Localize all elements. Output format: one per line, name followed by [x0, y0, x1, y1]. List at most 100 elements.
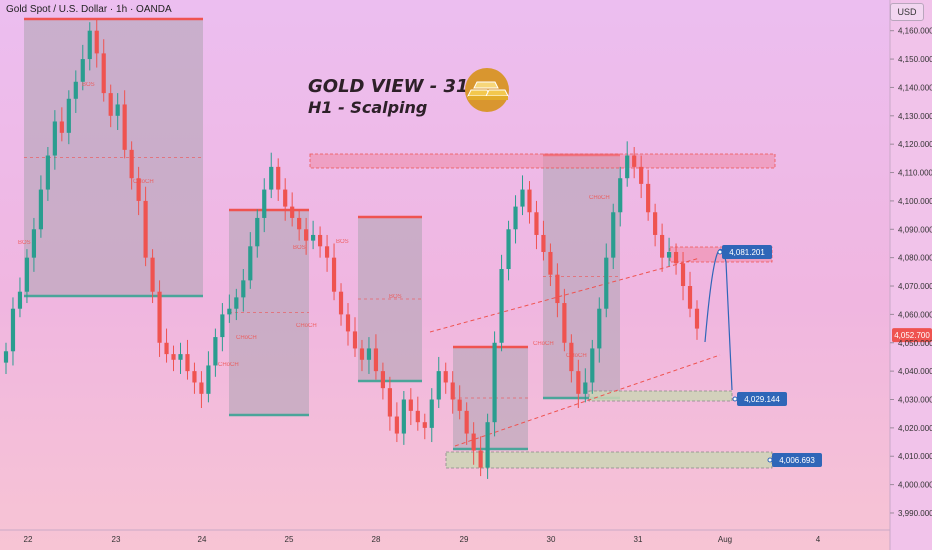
price-label-text: 4,006.693 [779, 456, 815, 465]
candle-body [464, 410, 469, 434]
symbol-title: Gold Spot / U.S. Dollar · 1h · OANDA [6, 4, 172, 15]
candle-body [352, 331, 358, 349]
y-tick-label: 4,130.000 [898, 112, 932, 121]
candle-body [520, 189, 525, 207]
support-zone [588, 390, 733, 402]
y-tick-label: 4,020.000 [898, 424, 932, 433]
x-tick-label: 29 [460, 535, 469, 544]
candle-body [87, 30, 92, 60]
candle-body [687, 286, 693, 309]
candle-body [3, 351, 9, 363]
candle-body [394, 416, 399, 434]
candle-body [220, 314, 225, 338]
candle-body [576, 371, 581, 394]
structure-label: CHoCH [296, 323, 317, 329]
candle-body [639, 166, 644, 184]
currency-unit-button[interactable]: USD [890, 3, 924, 21]
candle-body [534, 212, 539, 235]
candle-body [653, 212, 658, 235]
structure-label: CHoCH [236, 335, 257, 341]
candle-body [38, 189, 43, 230]
title-line-2: H1 - Scalping [308, 98, 428, 117]
x-tick-label: 28 [372, 535, 381, 544]
structure-label: BOS [82, 82, 95, 88]
candle-body [666, 251, 672, 258]
resistance-zone [309, 153, 776, 169]
candle-body [45, 155, 50, 190]
analysis-title: GOLD VIEW - 31/07 H1 - Scalping [308, 76, 500, 118]
price-label-marker [767, 457, 773, 463]
candle-body [590, 348, 595, 383]
gold-bars-icon [465, 68, 509, 112]
candle-body [199, 382, 204, 394]
candle-body [66, 98, 71, 133]
candle-body [94, 30, 99, 54]
candle-body [694, 308, 700, 329]
candle-body [492, 342, 497, 423]
structure-label: BOS [293, 245, 306, 251]
price-label-box [722, 245, 772, 259]
current-price-tag [892, 328, 932, 343]
trendline-upper [429, 257, 701, 333]
candle-body [317, 234, 323, 247]
candle-body [436, 371, 441, 400]
candle-body [241, 280, 246, 298]
candle-body [136, 178, 141, 201]
candle-body [269, 166, 274, 190]
candle-body [338, 291, 344, 315]
candle-body [234, 297, 239, 309]
candle-body [506, 229, 511, 269]
candle-body [80, 59, 85, 82]
candle-body [366, 348, 372, 360]
candle-body [513, 206, 518, 230]
candle-body [401, 399, 406, 434]
candle-body [311, 234, 316, 241]
candle-body [548, 251, 553, 275]
price-label-text: 4,029.144 [744, 395, 780, 404]
candle-body [569, 342, 574, 372]
x-tick-label: 30 [547, 535, 556, 544]
candle-body [192, 371, 197, 383]
candle-body [171, 354, 176, 360]
candle-body [115, 104, 120, 116]
price-label-marker [732, 396, 738, 402]
y-tick-label: 4,140.000 [898, 83, 932, 92]
y-tick-label: 4,070.000 [898, 282, 932, 291]
y-tick-label: 4,040.000 [898, 367, 932, 376]
structure-label: BOS [18, 240, 31, 246]
structure-label: BOS [389, 294, 402, 300]
structure-label: CHoCH [589, 195, 610, 201]
candle-body [17, 291, 23, 309]
y-tick-label: 4,150.000 [898, 55, 932, 64]
candle-body [583, 382, 588, 394]
y-tick-label: 4,100.000 [898, 197, 932, 206]
candle-body [422, 422, 427, 428]
x-tick-label: 25 [285, 535, 294, 544]
price-label-marker [717, 249, 723, 255]
price-axis-panel [890, 0, 932, 550]
y-tick-label: 4,160.000 [898, 27, 932, 36]
candle-body [108, 93, 113, 116]
range-box [24, 19, 203, 296]
candle-body [387, 388, 392, 417]
candle-body [276, 166, 281, 190]
candle-body [443, 371, 448, 383]
candle-body [555, 274, 560, 304]
candle-body [73, 81, 78, 99]
candle-body [10, 308, 16, 352]
candle-body [157, 291, 162, 343]
x-tick-label: 23 [112, 535, 121, 544]
candle-body [359, 348, 365, 360]
candle-body [122, 104, 127, 150]
x-tick-label: Aug [718, 535, 732, 544]
y-tick-label: 4,090.000 [898, 225, 932, 234]
candle-body [632, 155, 637, 167]
candle-body [457, 399, 462, 411]
candle-body [24, 257, 30, 292]
candle-body [345, 314, 351, 332]
price-label-text: 4,081.201 [729, 248, 765, 257]
candle-body [673, 251, 679, 264]
candle-body [185, 354, 190, 372]
candle-body [380, 371, 386, 389]
